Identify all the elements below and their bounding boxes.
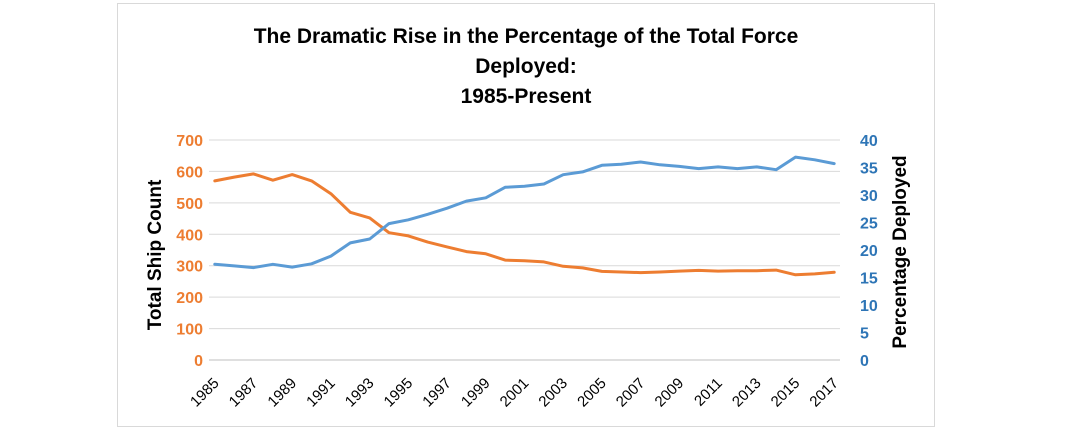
x-tick-label: 2003 <box>535 375 571 411</box>
y-right-tick-label: 10 <box>860 298 878 315</box>
x-tick-label: 1997 <box>419 375 455 411</box>
y-right-tick-label: 40 <box>860 133 878 150</box>
y-right-tick-label: 30 <box>860 188 878 205</box>
y-right-tick-label: 5 <box>860 326 869 343</box>
ship-count-line <box>213 172 836 277</box>
y-left-tick-label: 200 <box>176 290 203 307</box>
y-left-axis-title: Total Ship Count <box>145 179 166 330</box>
x-tick-label: 1989 <box>264 375 300 411</box>
x-tick-label: 2009 <box>652 375 688 411</box>
x-tick-label: 1993 <box>342 375 378 411</box>
chart-frame <box>117 3 935 427</box>
y-left-tick-label: 300 <box>176 259 203 276</box>
y-left-tick-label: 600 <box>176 164 203 181</box>
x-tick-label: 2013 <box>729 375 765 411</box>
x-tick-label: 2007 <box>613 375 649 411</box>
x-tick-label: 2011 <box>691 375 726 410</box>
y-right-axis-title: Percentage Deployed <box>890 155 911 348</box>
chart-title-line-3: 1985-Present <box>460 85 592 108</box>
y-left-tick-label: 500 <box>176 196 203 213</box>
percentage-deployed-line <box>213 155 836 270</box>
x-tick-label: 1995 <box>381 375 417 411</box>
chart-title-line-1: The Dramatic Rise in the Percentage of t… <box>253 25 799 48</box>
chart-title: The Dramatic Rise in the Percentage of t… <box>117 22 935 112</box>
x-tick-label: 1991 <box>303 375 339 411</box>
x-tick-label: 1987 <box>226 375 262 411</box>
y-left-tick-label: 100 <box>176 322 203 339</box>
y-left-tick-label: 400 <box>176 227 203 244</box>
y-right-tick-label: 25 <box>860 216 878 233</box>
y-left-tick-label: 0 <box>194 353 203 370</box>
y-right-tick-label: 20 <box>860 243 878 260</box>
y-right-tick-label: 15 <box>860 271 878 288</box>
y-right-tick-label: 0 <box>860 353 869 370</box>
x-tick-label: 2017 <box>806 375 842 411</box>
y-left-tick-label: 700 <box>176 133 203 150</box>
chart-title-line-2: Deployed: <box>475 55 577 78</box>
gridlines <box>209 139 840 330</box>
y-right-tick-label: 35 <box>860 161 878 178</box>
x-tick-label: 2015 <box>768 375 804 411</box>
x-tick-label: 1985 <box>187 375 223 411</box>
x-tick-label: 1999 <box>458 375 494 411</box>
series-lines <box>213 155 836 277</box>
x-tick-label: 2001 <box>497 375 533 411</box>
x-tick-label: 2005 <box>574 375 610 411</box>
